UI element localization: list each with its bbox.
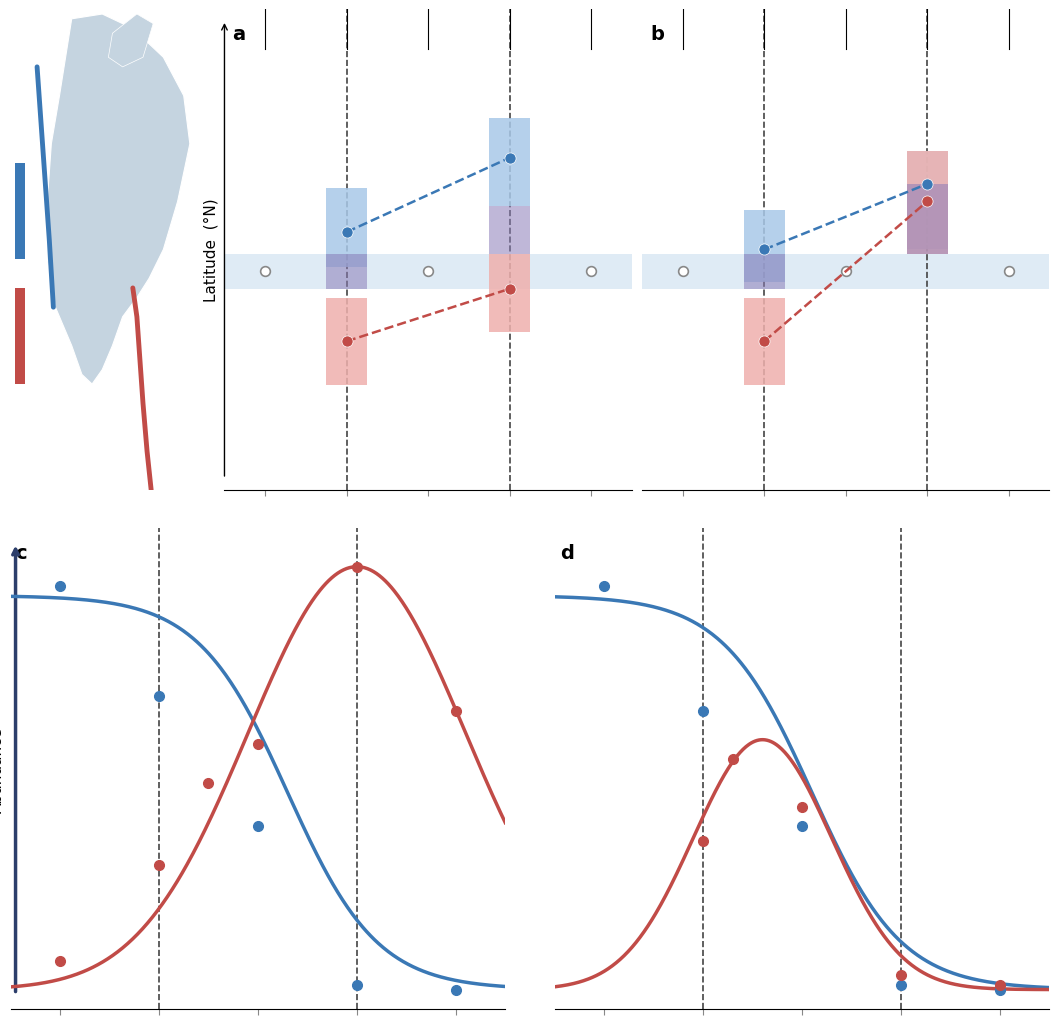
Text: b: b	[650, 24, 664, 44]
Bar	[326, 255, 367, 289]
Text: c: c	[16, 543, 28, 562]
Polygon shape	[48, 15, 190, 384]
Polygon shape	[108, 15, 154, 68]
Bar	[326, 190, 367, 268]
Bar	[744, 299, 784, 385]
Bar	[490, 255, 530, 333]
Bar	[744, 211, 784, 283]
Bar	[906, 184, 948, 255]
Bar	[642, 255, 1049, 289]
Bar	[906, 152, 948, 255]
Bar	[490, 207, 530, 255]
Bar	[490, 119, 530, 207]
Bar	[326, 299, 367, 385]
Bar	[744, 255, 784, 289]
Bar	[15, 164, 24, 260]
Y-axis label: Abundance: Abundance	[0, 726, 5, 812]
Bar	[225, 255, 632, 289]
Bar	[906, 152, 948, 251]
Text: a: a	[232, 24, 246, 44]
Bar	[15, 288, 24, 384]
Text: d: d	[560, 543, 573, 562]
Y-axis label: Latitude  (°N): Latitude (°N)	[204, 199, 219, 302]
